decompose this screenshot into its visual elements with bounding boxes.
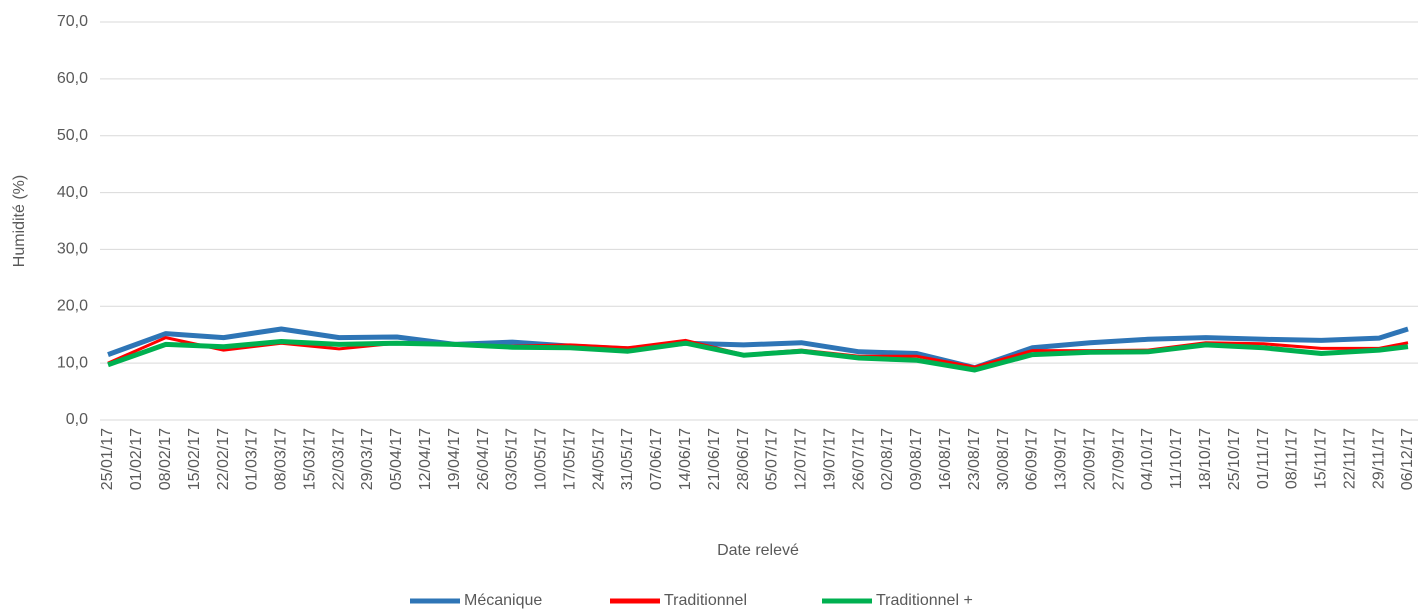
- x-tick-label: 24/05/17: [590, 428, 607, 490]
- x-tick-label: 08/02/17: [157, 428, 174, 490]
- x-tick-label: 03/05/17: [504, 428, 521, 490]
- x-tick-label: 23/08/17: [966, 428, 983, 490]
- x-tick-label: 04/10/17: [1139, 428, 1156, 490]
- x-tick-label: 01/03/17: [244, 428, 261, 490]
- x-tick-label: 16/08/17: [937, 428, 954, 490]
- x-tick-label: 05/07/17: [764, 428, 781, 490]
- x-axis-title: Date relevé: [717, 542, 799, 559]
- y-axis-title: Humidité (%): [11, 175, 28, 267]
- legend-label: Mécanique: [464, 592, 542, 609]
- x-tick-label: 26/04/17: [475, 428, 492, 490]
- x-tick-label: 26/07/17: [850, 428, 867, 490]
- x-tick-label: 18/10/17: [1197, 428, 1214, 490]
- x-tick-label: 31/05/17: [619, 428, 636, 490]
- x-tick-label: 08/03/17: [273, 428, 290, 490]
- x-tick-label: 19/04/17: [446, 428, 463, 490]
- x-tick-label: 07/06/17: [648, 428, 665, 490]
- legend-label: Traditionnel +: [876, 592, 973, 609]
- x-tick-label: 06/09/17: [1024, 428, 1041, 490]
- y-tick-label: 70,0: [57, 13, 88, 30]
- y-tick-label: 10,0: [57, 354, 88, 371]
- x-tick-label: 20/09/17: [1081, 428, 1098, 490]
- x-tick-label: 05/04/17: [388, 428, 405, 490]
- x-tick-label: 01/11/17: [1255, 428, 1272, 489]
- x-tick-label: 27/09/17: [1110, 428, 1127, 490]
- y-tick-label: 40,0: [57, 184, 88, 201]
- x-tick-label: 28/06/17: [735, 428, 752, 490]
- y-tick-label: 20,0: [57, 298, 88, 315]
- x-tick-label: 25/01/17: [99, 428, 116, 490]
- x-tick-label: 15/02/17: [186, 428, 203, 490]
- x-tick-label: 14/06/17: [677, 428, 694, 490]
- x-tick-label: 11/10/17: [1168, 428, 1185, 489]
- x-tick-label: 01/02/17: [128, 428, 145, 490]
- x-tick-label: 29/03/17: [359, 428, 376, 490]
- x-tick-label: 22/03/17: [330, 428, 347, 490]
- x-tick-label: 08/11/17: [1284, 428, 1301, 489]
- legend-label: Traditionnel: [664, 592, 747, 609]
- y-tick-label: 60,0: [57, 70, 88, 87]
- series-line: [107, 339, 1409, 373]
- x-tick-label: 06/12/17: [1399, 428, 1416, 490]
- x-tick-label: 15/11/17: [1313, 428, 1330, 489]
- series-line: [107, 326, 1409, 371]
- x-tick-label: 15/03/17: [301, 428, 318, 490]
- y-tick-label: 0,0: [66, 411, 88, 428]
- x-tick-label: 22/02/17: [215, 428, 232, 490]
- x-tick-label: 12/04/17: [417, 428, 434, 490]
- x-tick-label: 30/08/17: [995, 428, 1012, 490]
- x-tick-label: 10/05/17: [533, 428, 550, 490]
- x-tick-label: 19/07/17: [821, 428, 838, 490]
- x-tick-label: 12/07/17: [793, 428, 810, 490]
- x-tick-label: 21/06/17: [706, 428, 723, 490]
- x-tick-label: 17/05/17: [561, 428, 578, 490]
- x-tick-label: 09/08/17: [908, 428, 925, 490]
- x-tick-label: 29/11/17: [1370, 428, 1387, 489]
- x-tick-label: 25/10/17: [1226, 428, 1243, 490]
- y-tick-label: 50,0: [57, 127, 88, 144]
- x-tick-label: 02/08/17: [879, 428, 896, 490]
- x-tick-label: 22/11/17: [1341, 428, 1358, 489]
- x-tick-label: 13/09/17: [1053, 428, 1070, 490]
- y-tick-label: 30,0: [57, 241, 88, 258]
